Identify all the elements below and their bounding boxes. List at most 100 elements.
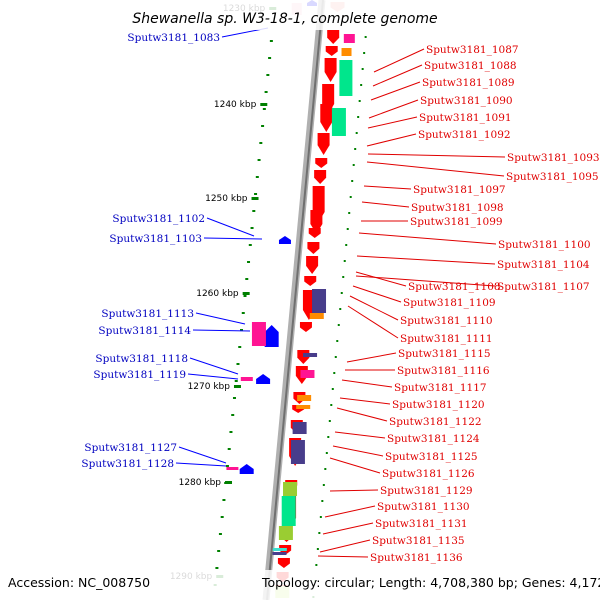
gene-label-left[interactable]: Sputw3181_1128 (81, 458, 174, 470)
gene-label-left[interactable]: Sputw3181_1103 (109, 233, 202, 245)
gene-label-right[interactable]: Sputw3181_1111 (400, 333, 493, 345)
track-dot (354, 148, 357, 150)
gene-label-right[interactable]: Sputw3181_1135 (372, 535, 465, 547)
gene-label-right[interactable]: Sputw3181_1107 (497, 281, 590, 293)
gene-label-right[interactable]: Sputw3181_1090 (420, 95, 513, 107)
gene-label-right[interactable]: Sputw3181_1098 (411, 202, 504, 214)
right-leader-line (346, 352, 397, 363)
gene-label-right[interactable]: Sputw3181_1100 (498, 239, 591, 251)
right-leader-line (355, 271, 407, 287)
track-dot (337, 324, 340, 326)
tick-label: 1270 kbp (188, 382, 231, 392)
title-backdrop (0, 0, 600, 30)
gene-label-right[interactable]: Sputw3181_1089 (422, 77, 515, 89)
track-dot (349, 196, 352, 198)
track-dot (324, 468, 327, 470)
gene-arrow-forward (304, 276, 317, 286)
gene-label-right[interactable]: Sputw3181_1108 (408, 281, 501, 293)
track-dot (262, 108, 266, 110)
track-dot (342, 276, 345, 278)
left-gene-labels: Sputw3181_1083 Sputw3181_1102 Sputw3181_11… (81, 32, 220, 470)
gene-label-right[interactable]: Sputw3181_1120 (392, 399, 485, 411)
feature-green (281, 496, 296, 526)
page-title: Shewanella sp. W3-18-1, complete genome (132, 11, 437, 27)
track-dot (254, 193, 258, 195)
gene-label-right[interactable]: Sputw3181_1093 (507, 152, 600, 164)
gene-label-right[interactable]: Sputw3181_1104 (497, 259, 590, 271)
gene-label-right[interactable]: Sputw3181_1088 (424, 60, 517, 72)
gene-label-right[interactable]: Sputw3181_1110 (400, 315, 493, 327)
right-leader-line (317, 555, 369, 558)
feature-orange (341, 48, 352, 56)
track-dot (215, 567, 219, 569)
feature-magenta (240, 377, 253, 381)
gene-label-right[interactable]: Sputw3181_1131 (375, 518, 468, 530)
track-dot (255, 176, 259, 178)
gene-arrow-reverse (264, 325, 279, 347)
track-dot (315, 564, 318, 566)
gene-label-right[interactable]: Sputw3181_1087 (426, 44, 519, 56)
tick-label: 1260 kbp (196, 289, 239, 299)
right-leader-line (347, 305, 399, 339)
left-leader-line (189, 357, 239, 375)
track-dot (346, 228, 349, 230)
right-leader-line (329, 457, 381, 474)
gene-label-left[interactable]: Sputw3181_1083 (127, 32, 220, 44)
right-leader-line (366, 133, 417, 147)
gene-label-right[interactable]: Sputw3181_1126 (382, 468, 475, 480)
gene-label-right[interactable]: Sputw3181_1116 (397, 365, 490, 377)
track-dot (217, 550, 221, 552)
left-leader-line (192, 329, 251, 332)
tick-label: 1280 kbp (179, 478, 222, 488)
feature-green (339, 60, 353, 96)
gene-label-right[interactable]: Sputw3181_1124 (387, 433, 480, 445)
track-dot (259, 142, 263, 144)
gene-label-right[interactable]: Sputw3181_1109 (403, 297, 496, 309)
track-dot (333, 372, 336, 374)
gene-label-right[interactable]: Sputw3181_1125 (385, 451, 478, 463)
right-leader-line (363, 185, 412, 190)
gene-label-right[interactable]: Sputw3181_1129 (380, 485, 473, 497)
track-dot (334, 356, 337, 358)
right-leader-line (367, 153, 506, 158)
gene-label-left[interactable]: Sputw3181_1118 (95, 353, 188, 365)
gene-label-left[interactable]: Sputw3181_1114 (98, 325, 191, 337)
gene-label-left[interactable]: Sputw3181_1119 (93, 369, 186, 381)
gene-arrow-forward (307, 242, 320, 254)
gene-label-right[interactable]: Sputw3181_1117 (394, 382, 487, 394)
gene-label-right[interactable]: Sputw3181_1092 (418, 129, 511, 141)
label-leaders (175, 27, 506, 558)
track-dot (327, 436, 330, 438)
feature-green (331, 108, 346, 136)
gene-label-left[interactable]: Sputw3181_1102 (112, 213, 205, 225)
tick-mark (242, 292, 250, 295)
gene-label-right[interactable]: Sputw3181_1115 (398, 348, 491, 360)
right-leader-line (349, 295, 399, 321)
gene-label-left[interactable]: Sputw3181_1127 (84, 442, 177, 454)
right-leader-line (341, 379, 393, 388)
gene-arrow-forward (302, 290, 315, 320)
track-dot (339, 308, 342, 310)
gene-label-right[interactable]: Sputw3181_1091 (419, 112, 512, 124)
track-dot (222, 499, 226, 501)
gene-label-right[interactable]: Sputw3181_1122 (389, 416, 482, 428)
right-leader-line (372, 64, 423, 87)
gene-arrow-reverse (239, 464, 254, 474)
gene-label-right[interactable]: Sputw3181_1099 (410, 216, 503, 228)
feature-magenta (226, 467, 239, 470)
right-gene-labels: Sputw3181_1087 Sputw3181_1088 Sputw3181_10… (370, 44, 600, 564)
tick-mark (260, 103, 268, 106)
gene-label-left[interactable]: Sputw3181_1113 (101, 308, 194, 320)
gene-arrow-forward (325, 46, 338, 56)
track-dot (351, 180, 354, 182)
gene-label-right[interactable]: Sputw3181_1136 (370, 552, 463, 564)
gene-label-right[interactable]: Sputw3181_1130 (377, 501, 470, 513)
gene-label-right[interactable]: Sputw3181_1095 (506, 171, 599, 183)
track-dot (225, 465, 229, 467)
track-dot (357, 116, 360, 118)
right-leader-line (356, 255, 496, 265)
right-leader-line (329, 489, 379, 492)
track-dot (268, 57, 272, 59)
track-dot (325, 452, 328, 454)
gene-label-right[interactable]: Sputw3181_1097 (413, 184, 506, 196)
